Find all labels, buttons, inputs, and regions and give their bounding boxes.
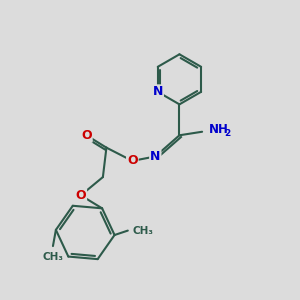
Text: CH₃: CH₃ [42, 252, 63, 262]
Text: CH₃: CH₃ [132, 226, 153, 236]
Text: O: O [127, 154, 138, 167]
Text: O: O [76, 189, 86, 202]
Text: O: O [81, 129, 92, 142]
Text: N: N [150, 150, 160, 163]
Text: NH: NH [209, 123, 229, 136]
Text: N: N [153, 85, 163, 98]
Text: 2: 2 [224, 129, 231, 138]
